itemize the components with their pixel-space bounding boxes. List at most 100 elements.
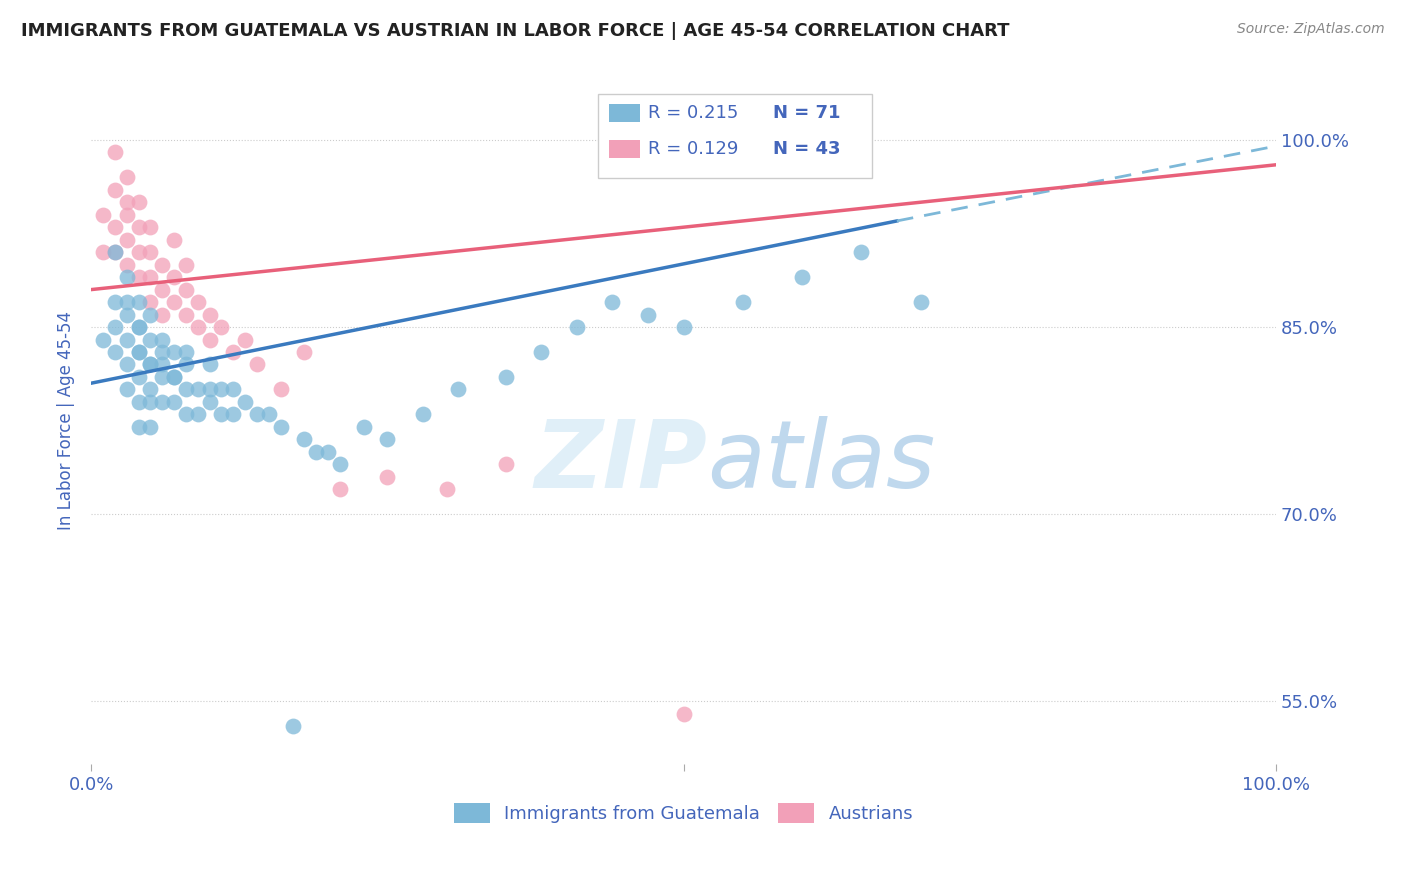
Point: [128, 345, 150, 359]
Point: [163, 295, 186, 310]
Point: [115, 383, 138, 397]
Point: [128, 270, 150, 285]
Point: [128, 320, 150, 334]
Point: [246, 408, 269, 422]
Point: [412, 408, 434, 422]
Point: [163, 233, 186, 247]
Point: [187, 295, 209, 310]
Point: [91, 245, 114, 260]
Point: [91, 333, 114, 347]
Point: [139, 333, 162, 347]
Point: [163, 370, 186, 384]
Legend: Immigrants from Guatemala, Austrians: Immigrants from Guatemala, Austrians: [454, 803, 914, 823]
Point: [128, 245, 150, 260]
Point: [222, 408, 245, 422]
Point: [128, 320, 150, 334]
Point: [257, 408, 280, 422]
Point: [139, 308, 162, 322]
Point: [163, 370, 186, 384]
Point: [731, 295, 754, 310]
Point: [233, 395, 256, 409]
Text: atlas: atlas: [707, 417, 935, 508]
Point: [851, 245, 873, 260]
Point: [150, 395, 173, 409]
Point: [602, 295, 624, 310]
Point: [211, 383, 233, 397]
Point: [495, 458, 517, 472]
Point: [198, 358, 221, 372]
Point: [104, 320, 127, 334]
Point: [316, 445, 339, 459]
Point: [139, 420, 162, 434]
Point: [128, 420, 150, 434]
Point: [294, 345, 316, 359]
Point: [281, 719, 304, 733]
Point: [211, 320, 233, 334]
Point: [270, 383, 292, 397]
Point: [174, 258, 197, 272]
Point: [128, 395, 150, 409]
Point: [115, 333, 138, 347]
Point: [150, 333, 173, 347]
Point: [139, 395, 162, 409]
Text: R = 0.215: R = 0.215: [648, 104, 738, 122]
Point: [150, 358, 173, 372]
Point: [222, 345, 245, 359]
Point: [150, 370, 173, 384]
Point: [495, 370, 517, 384]
Point: [637, 308, 659, 322]
Point: [187, 383, 209, 397]
Point: [115, 170, 138, 185]
Point: [174, 408, 197, 422]
Point: [115, 195, 138, 210]
Point: [233, 333, 256, 347]
Point: [329, 483, 352, 497]
Y-axis label: In Labor Force | Age 45-54: In Labor Force | Age 45-54: [58, 311, 75, 530]
Point: [377, 433, 399, 447]
Text: ZIP: ZIP: [534, 416, 707, 508]
Point: [139, 295, 162, 310]
Point: [150, 258, 173, 272]
Point: [104, 245, 127, 260]
Point: [115, 258, 138, 272]
Point: [305, 445, 328, 459]
Point: [246, 358, 269, 372]
Point: [565, 320, 588, 334]
Point: [115, 233, 138, 247]
Point: [174, 383, 197, 397]
Point: [187, 320, 209, 334]
Point: [163, 395, 186, 409]
Point: [672, 706, 695, 721]
Text: N = 71: N = 71: [773, 104, 841, 122]
Point: [115, 308, 138, 322]
Point: [139, 270, 162, 285]
Point: [115, 358, 138, 372]
Point: [128, 295, 150, 310]
Point: [174, 308, 197, 322]
Point: [910, 295, 932, 310]
Point: [139, 245, 162, 260]
Point: [447, 383, 470, 397]
Point: [91, 208, 114, 222]
Point: [198, 383, 221, 397]
Point: [104, 345, 127, 359]
Point: [672, 320, 695, 334]
Point: [353, 420, 375, 434]
Text: N = 43: N = 43: [773, 140, 841, 158]
Point: [104, 183, 127, 197]
Point: [104, 245, 127, 260]
Point: [294, 433, 316, 447]
Point: [222, 383, 245, 397]
Point: [139, 358, 162, 372]
Point: [198, 308, 221, 322]
Point: [377, 470, 399, 484]
Point: [187, 408, 209, 422]
Point: [530, 345, 553, 359]
Text: Source: ZipAtlas.com: Source: ZipAtlas.com: [1237, 22, 1385, 37]
Point: [115, 208, 138, 222]
Point: [211, 408, 233, 422]
Point: [104, 145, 127, 160]
Text: IMMIGRANTS FROM GUATEMALA VS AUSTRIAN IN LABOR FORCE | AGE 45-54 CORRELATION CHA: IMMIGRANTS FROM GUATEMALA VS AUSTRIAN IN…: [21, 22, 1010, 40]
Point: [150, 283, 173, 297]
Point: [139, 358, 162, 372]
